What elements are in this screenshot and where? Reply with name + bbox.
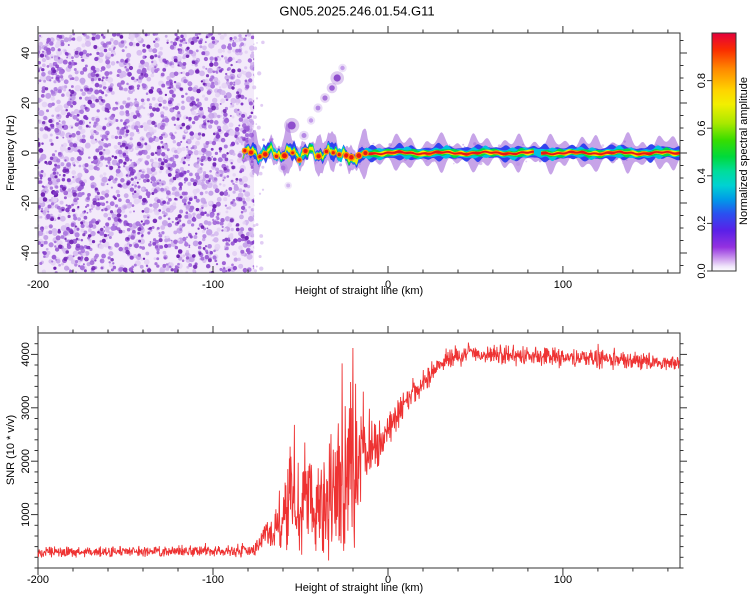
svg-text:0.8: 0.8 — [696, 73, 708, 88]
svg-text:-100: -100 — [202, 279, 224, 291]
svg-text:0: 0 — [20, 150, 32, 156]
svg-text:-100: -100 — [202, 574, 224, 586]
snr-axes — [31, 326, 687, 575]
page-title: GN05.2025.246.01.54.G11 — [279, 3, 435, 19]
snr-trace — [37, 342, 681, 561]
colorbar-label: Normalized spectral amplitude — [738, 77, 750, 225]
svg-text:0.0: 0.0 — [696, 263, 708, 278]
svg-text:4000: 4000 — [20, 342, 32, 366]
svg-text:0.4: 0.4 — [696, 168, 708, 183]
svg-text:-200: -200 — [27, 279, 49, 291]
colorbar: 0.0 0.2 0.4 0.6 0.8 — [696, 32, 737, 279]
svg-text:-20: -20 — [20, 195, 32, 211]
streak-blobs — [278, 63, 347, 190]
noise-field — [38, 33, 255, 273]
svg-text:0.2: 0.2 — [696, 216, 708, 231]
svg-text:100: 100 — [554, 279, 572, 291]
svg-text:0.6: 0.6 — [696, 121, 708, 136]
bottom-x-axis-label: Height of straight line (km) — [294, 582, 424, 594]
top-x-axis-label: Height of straight line (km) — [294, 285, 424, 297]
frequency-axis-label: Frequency (Hz) — [5, 115, 17, 191]
svg-text:100: 100 — [554, 574, 572, 586]
svg-text:20: 20 — [20, 97, 32, 109]
svg-text:2000: 2000 — [20, 449, 32, 473]
snr-axis-label: SNR (10 * v/v) — [5, 414, 17, 486]
svg-text:-40: -40 — [20, 245, 32, 261]
ridge-red-core — [241, 147, 369, 163]
svg-text:0: 0 — [385, 574, 391, 586]
svg-text:1000: 1000 — [20, 502, 32, 526]
svg-text:3000: 3000 — [20, 396, 32, 420]
spectrogram-axes — [31, 26, 687, 274]
svg-text:0: 0 — [385, 279, 391, 291]
snr-axes-tick-labels: -200 -100 0 100 1000 2000 3000 4000 — [20, 342, 572, 586]
svg-text:40: 40 — [20, 47, 32, 59]
svg-text:-200: -200 — [27, 574, 49, 586]
